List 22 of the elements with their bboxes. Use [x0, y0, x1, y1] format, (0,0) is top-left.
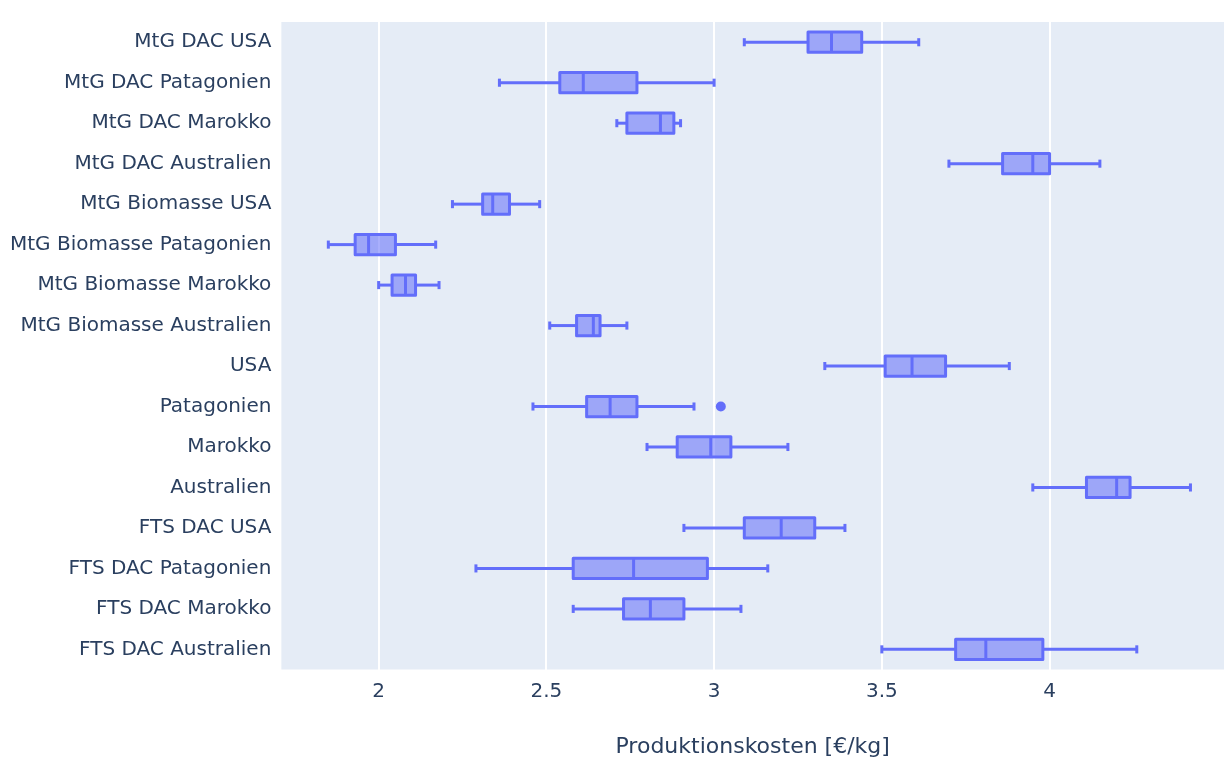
y-tick-label: MtG Biomasse Australien: [20, 311, 272, 336]
y-tick-label: MtG DAC Patagonien: [64, 68, 272, 93]
y-tick-label: FTS DAC Australien: [79, 635, 272, 660]
y-tick-label: MtG Biomasse Patagonien: [9, 230, 272, 255]
y-tick-label: FTS DAC Patagonien: [68, 554, 272, 579]
y-tick-label: Australien: [170, 473, 272, 498]
x-tick-label: 4: [1043, 677, 1056, 702]
y-tick-label: FTS DAC USA: [138, 514, 272, 539]
y-tick-label: Marokko: [187, 433, 272, 458]
x-tick-label: 2.5: [530, 677, 563, 702]
y-tick-label: MtG DAC Marokko: [91, 109, 272, 134]
x-tick-label: 3.5: [865, 677, 898, 702]
x-axis-title: Produktionskosten [€/kg]: [615, 732, 890, 758]
x-tick-label: 2: [372, 677, 386, 702]
y-tick-label: MtG DAC USA: [134, 28, 272, 53]
y-tick-label: USA: [229, 352, 272, 377]
y-tick-label: Patagonien: [159, 392, 272, 417]
x-tick-label: 3: [707, 677, 721, 702]
y-tick-label: FTS DAC Marokko: [96, 595, 272, 620]
y-tick-label: MtG Biomasse Marokko: [37, 271, 272, 296]
y-tick-label: MtG DAC Australien: [74, 149, 272, 174]
y-tick-label: MtG Biomasse USA: [80, 190, 272, 215]
